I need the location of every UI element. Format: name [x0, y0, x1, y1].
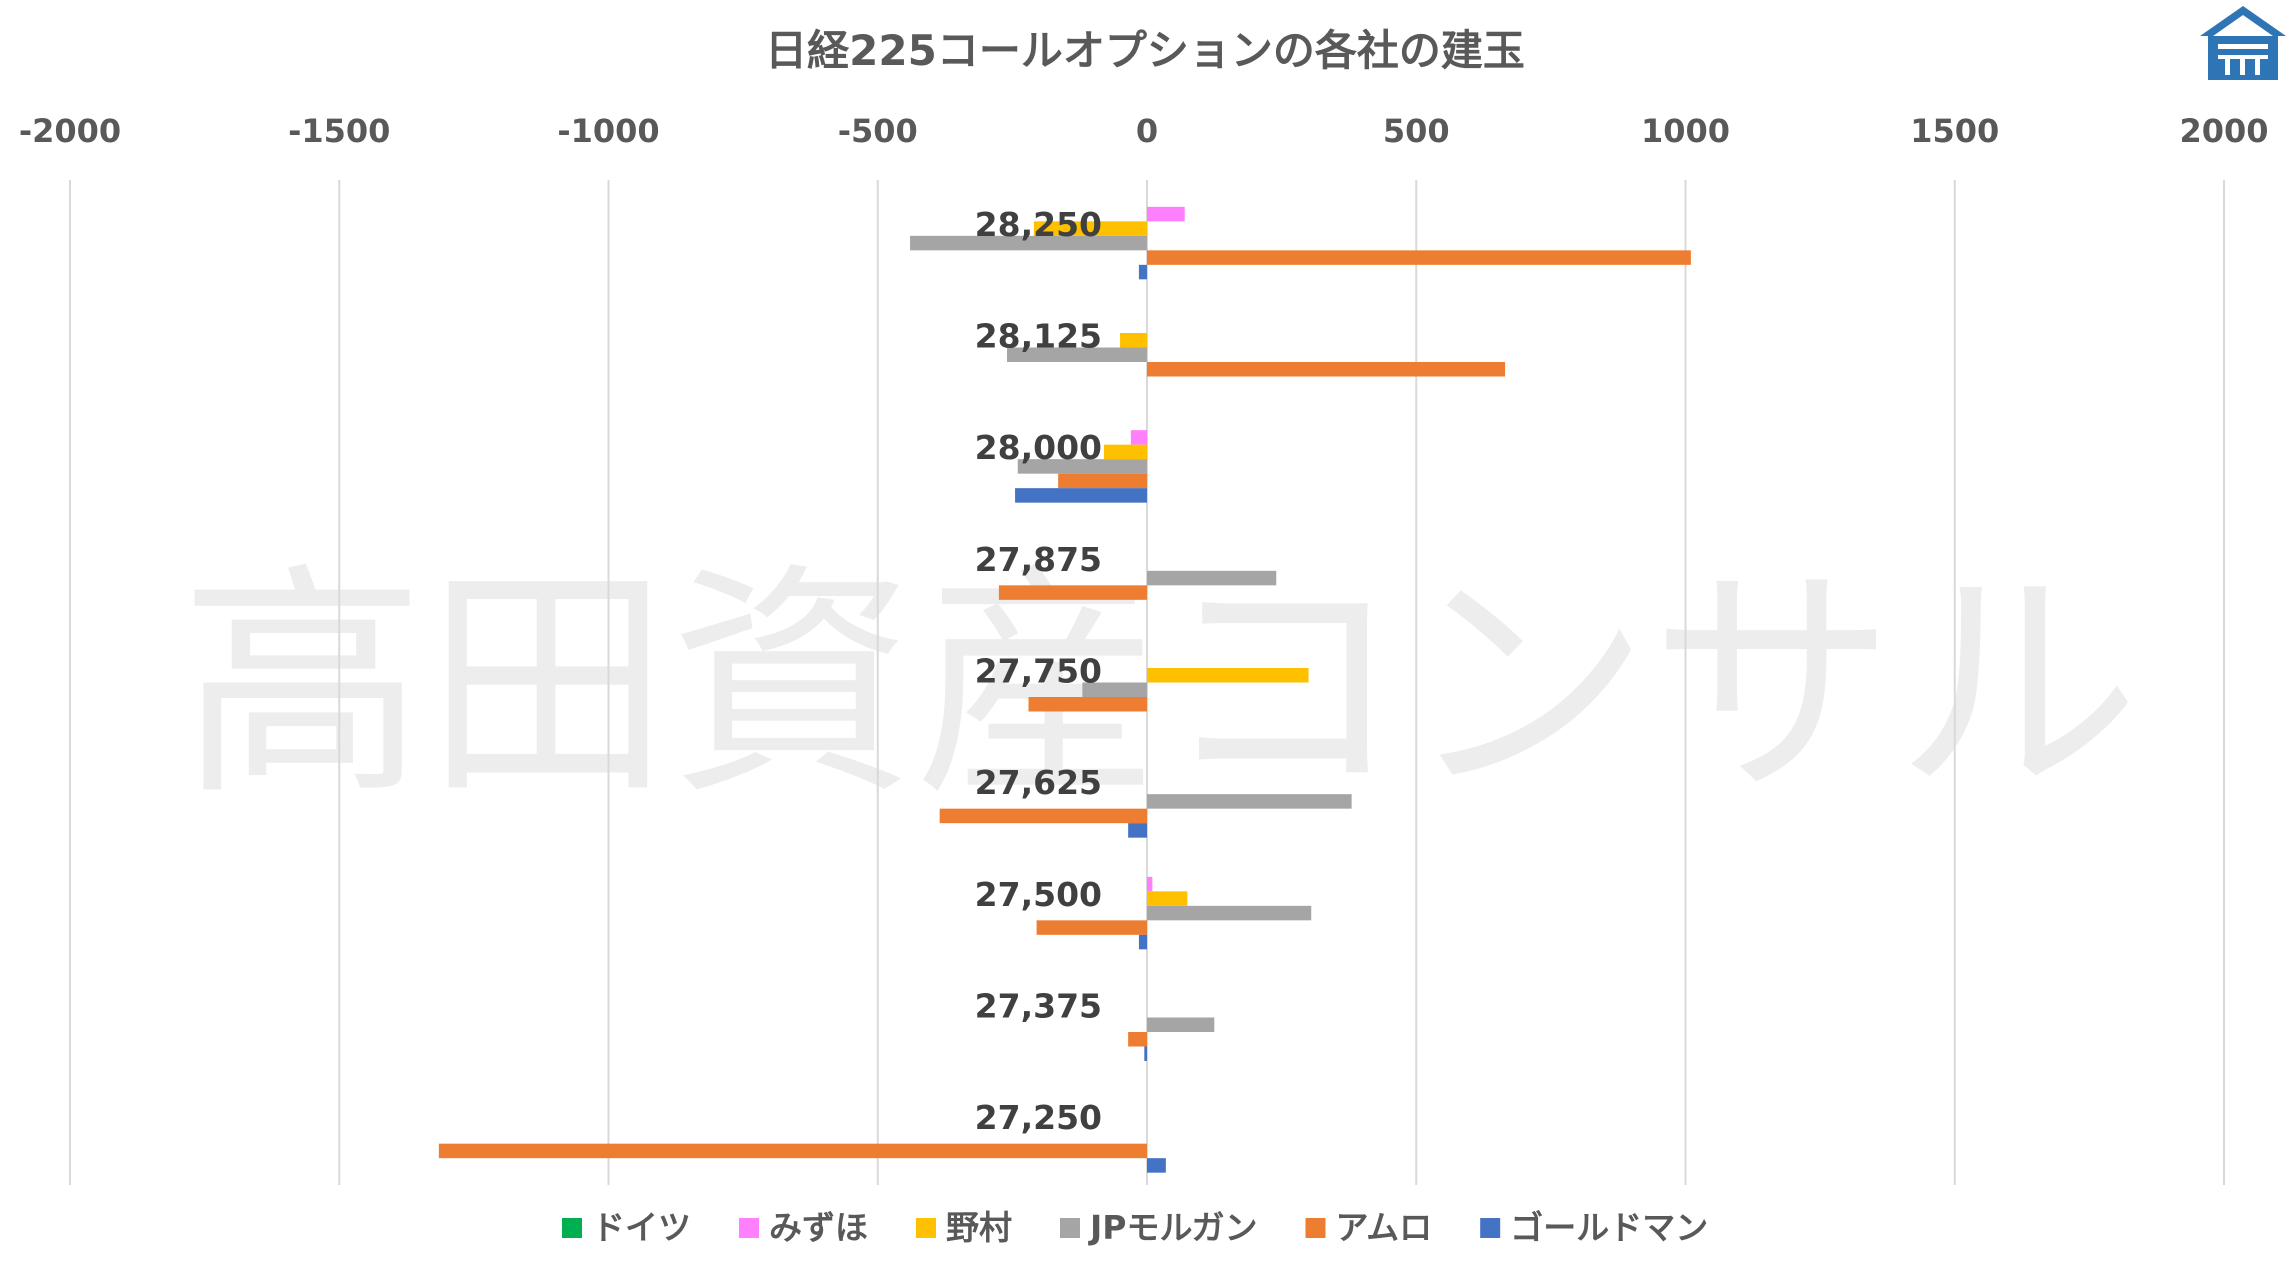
- category-label: 27,250: [975, 1098, 1102, 1137]
- bar: [1103, 444, 1147, 460]
- bar: [1120, 333, 1147, 348]
- bar: [1130, 430, 1147, 445]
- legend: ドイツ みずほ 野村 JPモルガン アムロ ゴールドマン: [562, 1208, 1708, 1247]
- bar: [1147, 250, 1691, 265]
- legend-swatch: [739, 1218, 759, 1238]
- category-label: 27,625: [975, 763, 1102, 802]
- bar: [1138, 934, 1147, 950]
- bar: [438, 1143, 1147, 1159]
- legend-label: JPモルガン: [1088, 1208, 1257, 1247]
- legend-label: ドイツ: [592, 1208, 691, 1247]
- bar: [1006, 347, 1147, 362]
- bar: [910, 235, 1147, 251]
- x-tick-label: 2000: [2179, 112, 2268, 150]
- bar: [1147, 905, 1312, 921]
- bar: [1147, 876, 1153, 892]
- legend-label: みずほ: [769, 1208, 868, 1247]
- watermark-text: 高田資産コンサル: [180, 543, 2140, 828]
- x-tick-label: 1000: [1641, 112, 1730, 150]
- legend-swatch: [1060, 1218, 1080, 1238]
- legend-label: 野村: [946, 1208, 1012, 1247]
- bar: [1147, 570, 1277, 586]
- chart-title: 日経225コールオプションの各社の建玉: [765, 26, 1525, 75]
- legend-swatch: [1305, 1218, 1326, 1238]
- x-tick-label: -2000: [19, 112, 121, 150]
- bar: [1147, 1158, 1166, 1173]
- bar: [1147, 794, 1352, 809]
- bar: [1128, 823, 1147, 838]
- category-label: 28,000: [975, 428, 1102, 467]
- bar: [1036, 920, 1147, 935]
- bar: [1082, 682, 1147, 697]
- legend-swatch: [1480, 1218, 1501, 1238]
- bar: [1058, 473, 1147, 489]
- category-label: 27,750: [975, 652, 1102, 691]
- house-logo-icon: [2200, 6, 2286, 80]
- bar: [1147, 1017, 1215, 1032]
- bar: [1138, 264, 1147, 280]
- bar: [1028, 697, 1147, 712]
- x-axis-tick-labels: -2000 -1500 -1000 -500 0 500 1000 1500 2000: [19, 112, 2269, 150]
- gridlines: [69, 180, 2225, 1185]
- category-label: 27,875: [975, 540, 1102, 579]
- bar: [1017, 459, 1147, 474]
- category-labels: 28,250 28,125 28,000 27,875 27,750 27,625 27,5…: [975, 205, 1102, 1137]
- bar: [1147, 891, 1188, 906]
- category-label: 28,125: [975, 317, 1102, 356]
- bar: [1147, 668, 1309, 683]
- bar: [998, 585, 1147, 600]
- legend-label: ゴールドマン: [1510, 1208, 1708, 1247]
- x-tick-label: 0: [1136, 112, 1158, 150]
- x-tick-label: 500: [1383, 112, 1450, 150]
- category-label: 27,375: [975, 987, 1102, 1026]
- bars: [438, 206, 1691, 1173]
- bar: [1015, 488, 1147, 503]
- x-tick-label: -500: [838, 112, 918, 150]
- bar: [1033, 221, 1147, 236]
- bar: [1144, 1046, 1147, 1061]
- x-tick-label: -1500: [288, 112, 390, 150]
- category-label: 27,500: [975, 875, 1102, 914]
- bar: [939, 808, 1147, 824]
- bar: [1128, 1032, 1147, 1047]
- bar: [1147, 362, 1506, 377]
- legend-swatch: [916, 1218, 936, 1238]
- bar: [1147, 206, 1185, 222]
- legend-label: アムロ: [1335, 1208, 1432, 1247]
- category-label: 28,250: [975, 205, 1102, 244]
- x-tick-label: -1000: [557, 112, 659, 150]
- x-tick-label: 1500: [1910, 112, 1999, 150]
- legend-swatch: [562, 1218, 582, 1238]
